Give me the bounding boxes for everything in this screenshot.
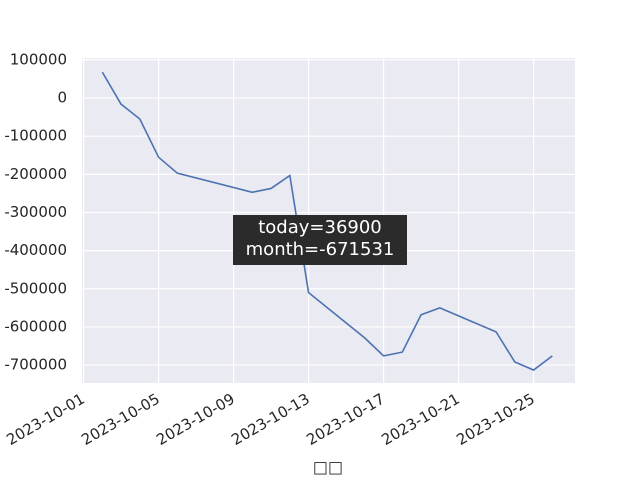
x-tick-label: 2023-10-09 (153, 390, 238, 449)
x-tick-label: 2023-10-25 (453, 390, 538, 449)
x-tick-label: 2023-10-17 (303, 390, 388, 449)
y-tick-label: -700000 (4, 356, 67, 374)
y-tick-label: 0 (57, 89, 67, 107)
y-tick-label: -100000 (4, 127, 67, 145)
grid (82, 58, 575, 383)
y-tick-label: -300000 (4, 203, 67, 221)
x-axis-label: □□ (313, 458, 343, 477)
y-tick-label: -500000 (4, 279, 67, 297)
annotation-box (233, 215, 407, 265)
x-tick-label: 2023-10-13 (228, 390, 313, 449)
annotation-text: today=36900 (258, 217, 382, 238)
y-tick-label: 100000 (10, 50, 67, 68)
line (101, 71, 553, 371)
y-tick-label: -200000 (4, 165, 67, 183)
x-tick-label: 2023-10-21 (378, 390, 463, 449)
x-tick-label: 2023-10-05 (78, 390, 163, 449)
y-tick-label: -600000 (4, 317, 67, 335)
x-tick-label: 2023-10-01 (3, 390, 88, 449)
y-tick-label: -400000 (4, 241, 67, 259)
series (101, 71, 553, 371)
annotation-text: month=-671531 (246, 239, 395, 260)
